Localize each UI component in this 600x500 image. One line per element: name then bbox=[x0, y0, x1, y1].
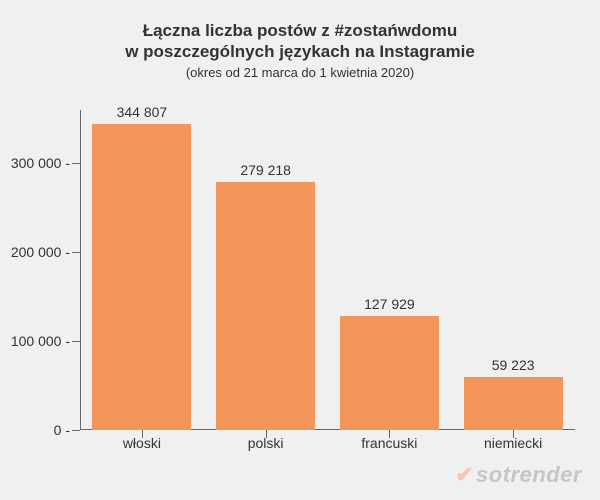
y-axis-label: 300 000 - bbox=[11, 155, 70, 171]
chart-container: Łączna liczba postów z #zostańwdomu w po… bbox=[0, 0, 600, 500]
y-tick bbox=[72, 252, 80, 253]
bar-value-label: 127 929 bbox=[364, 296, 415, 312]
x-axis-label: niemiecki bbox=[484, 435, 542, 451]
y-tick bbox=[72, 430, 80, 431]
bar bbox=[464, 377, 563, 430]
bar bbox=[216, 182, 315, 430]
y-tick bbox=[72, 163, 80, 164]
bar-value-label: 344 807 bbox=[117, 104, 168, 120]
bar-value-label: 59 223 bbox=[492, 357, 535, 373]
x-axis-label: francuski bbox=[361, 435, 417, 451]
watermark: ✔sotrender bbox=[455, 462, 582, 488]
y-axis-label: 0 - bbox=[54, 422, 70, 438]
chart-subtitle: (okres od 21 marca do 1 kwietnia 2020) bbox=[0, 65, 600, 80]
y-axis bbox=[80, 110, 81, 430]
bar bbox=[92, 124, 191, 430]
chart-title-block: Łączna liczba postów z #zostańwdomu w po… bbox=[0, 20, 600, 80]
chart-title-line2: w poszczególnych językach na Instagramie bbox=[0, 41, 600, 62]
chart-title-line1: Łączna liczba postów z #zostańwdomu bbox=[0, 20, 600, 41]
y-tick bbox=[72, 341, 80, 342]
watermark-text: sotrender bbox=[476, 462, 582, 487]
y-axis-label: 200 000 - bbox=[11, 244, 70, 260]
watermark-icon: ✔ bbox=[455, 462, 474, 487]
y-axis-label: 100 000 - bbox=[11, 333, 70, 349]
bar bbox=[340, 316, 439, 430]
x-axis-label: polski bbox=[248, 435, 284, 451]
x-axis-label: włoski bbox=[123, 435, 161, 451]
bar-value-label: 279 218 bbox=[240, 162, 291, 178]
plot-area: 0 -100 000 -200 000 -300 000 -włoski344 … bbox=[80, 110, 575, 430]
